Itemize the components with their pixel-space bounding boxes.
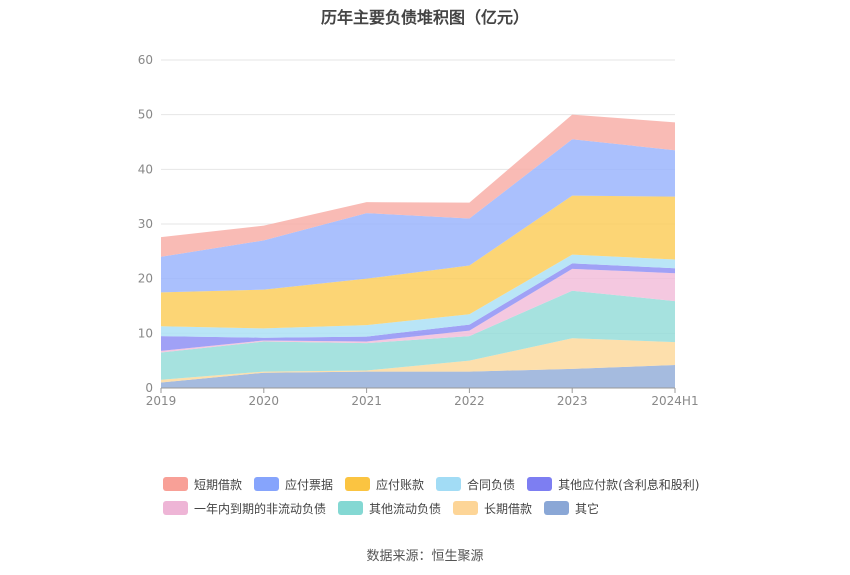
- legend-label: 应付账款: [376, 477, 425, 492]
- legend-item[interactable]: 其他应付款(含利息和股利): [527, 476, 699, 493]
- legend-swatch: [527, 477, 553, 491]
- legend-row-1: 短期借款 应付票据 应付账款 合同负债 其他应付款(含利息和股利): [163, 472, 723, 496]
- legend-swatch: [163, 477, 188, 491]
- y-tick-label: 50: [138, 108, 153, 122]
- legend-item[interactable]: 一年内到期的非流动负债: [163, 500, 326, 517]
- x-tick-label: 2023: [557, 394, 588, 408]
- area-series-4: [161, 263, 675, 351]
- legend-item[interactable]: 其他流动负债: [338, 500, 441, 517]
- y-tick-label: 40: [138, 162, 153, 176]
- legend-item[interactable]: 应付账款: [345, 476, 424, 493]
- legend-swatch: [345, 477, 371, 491]
- area-series-1: [161, 338, 675, 383]
- legend-swatch: [338, 501, 364, 515]
- x-tick-label: 2021: [351, 394, 382, 408]
- legend-item[interactable]: 应付票据: [254, 476, 333, 493]
- x-tick-label: 2019: [146, 394, 177, 408]
- legend-item[interactable]: 合同负债: [436, 476, 515, 493]
- legend-item[interactable]: 短期借款: [163, 476, 242, 493]
- y-tick-label: 20: [138, 272, 153, 286]
- area-series-5: [161, 254, 675, 338]
- y-axis-ticks: 0 10 20 30 40 50 60: [138, 53, 153, 395]
- x-tick-label: 2020: [249, 394, 280, 408]
- legend-swatch: [453, 501, 479, 515]
- legend-label: 短期借款: [194, 477, 243, 492]
- area-series-6: [161, 195, 675, 329]
- y-tick-label: 30: [138, 217, 153, 231]
- legend-label: 一年内到期的非流动负债: [194, 501, 327, 516]
- legend: 短期借款 应付票据 应付账款 合同负债 其他应付款(含利息和股利) 一年内到期的非流动负…: [163, 472, 723, 520]
- x-axis: 2019 2020 2021 2022 2023 2024H1: [146, 387, 699, 408]
- legend-label: 长期借款: [484, 501, 533, 516]
- area-series-3: [161, 268, 675, 353]
- legend-swatch: [436, 477, 462, 491]
- area-series-0: [161, 365, 675, 388]
- legend-row-2: 一年内到期的非流动负债 其他流动负债 长期借款 其它: [163, 496, 723, 520]
- legend-label: 合同负债: [467, 477, 516, 492]
- area-series-8: [161, 114, 675, 257]
- stacked-areas: [161, 114, 675, 388]
- legend-swatch: [544, 501, 570, 515]
- legend-label: 应付票据: [285, 477, 334, 492]
- legend-label: 其他流动负债: [369, 501, 442, 516]
- y-tick-label: 60: [138, 53, 153, 67]
- x-tick-label: 2024H1: [651, 394, 698, 408]
- legend-swatch: [163, 501, 188, 515]
- area-series-2: [161, 290, 675, 380]
- legend-swatch: [254, 477, 280, 491]
- x-tick-label: 2022: [454, 394, 485, 408]
- y-tick-label: 10: [138, 326, 153, 340]
- data-source-note: 数据来源：恒生聚源: [366, 549, 484, 564]
- legend-item[interactable]: 其它: [544, 500, 599, 517]
- legend-item[interactable]: 长期借款: [453, 500, 532, 517]
- y-tick-label: 0: [145, 381, 153, 395]
- chart-title: 历年主要负债堆积图（亿元）: [320, 8, 529, 27]
- legend-label: 其它: [575, 501, 600, 516]
- legend-label: 其他应付款(含利息和股利): [558, 477, 700, 492]
